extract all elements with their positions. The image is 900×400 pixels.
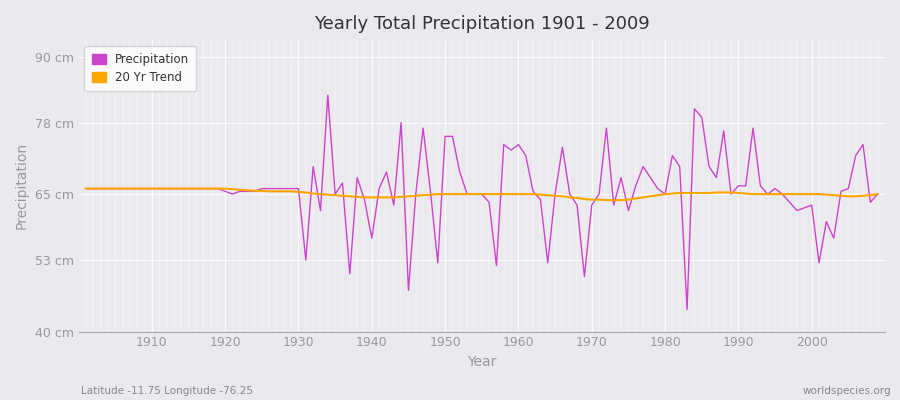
Precipitation xyxy=(301,258,311,262)
Y-axis label: Precipitation: Precipitation xyxy=(15,142,29,230)
Precipitation xyxy=(322,93,333,98)
Legend: Precipitation, 20 Yr Trend: Precipitation, 20 Yr Trend xyxy=(85,46,196,91)
Text: Latitude -11.75 Longitude -76.25: Latitude -11.75 Longitude -76.25 xyxy=(81,386,253,396)
20 Yr Trend xyxy=(872,192,883,196)
20 Yr Trend xyxy=(140,186,150,191)
Text: worldspecies.org: worldspecies.org xyxy=(803,386,891,396)
20 Yr Trend xyxy=(345,194,356,199)
Line: Precipitation: Precipitation xyxy=(86,95,878,310)
Precipitation xyxy=(352,175,363,180)
20 Yr Trend xyxy=(301,190,311,195)
20 Yr Trend xyxy=(506,192,517,196)
Title: Yearly Total Precipitation 1901 - 2009: Yearly Total Precipitation 1901 - 2009 xyxy=(314,15,650,33)
Precipitation xyxy=(80,186,91,191)
20 Yr Trend xyxy=(601,198,612,202)
Precipitation xyxy=(140,186,150,191)
X-axis label: Year: Year xyxy=(467,355,497,369)
Precipitation xyxy=(872,192,883,196)
Precipitation xyxy=(513,142,524,147)
20 Yr Trend xyxy=(608,198,619,202)
20 Yr Trend xyxy=(513,192,524,196)
Precipitation xyxy=(608,203,619,208)
Line: 20 Yr Trend: 20 Yr Trend xyxy=(86,188,878,200)
Precipitation xyxy=(520,153,531,158)
20 Yr Trend xyxy=(80,186,91,191)
Precipitation xyxy=(681,307,692,312)
